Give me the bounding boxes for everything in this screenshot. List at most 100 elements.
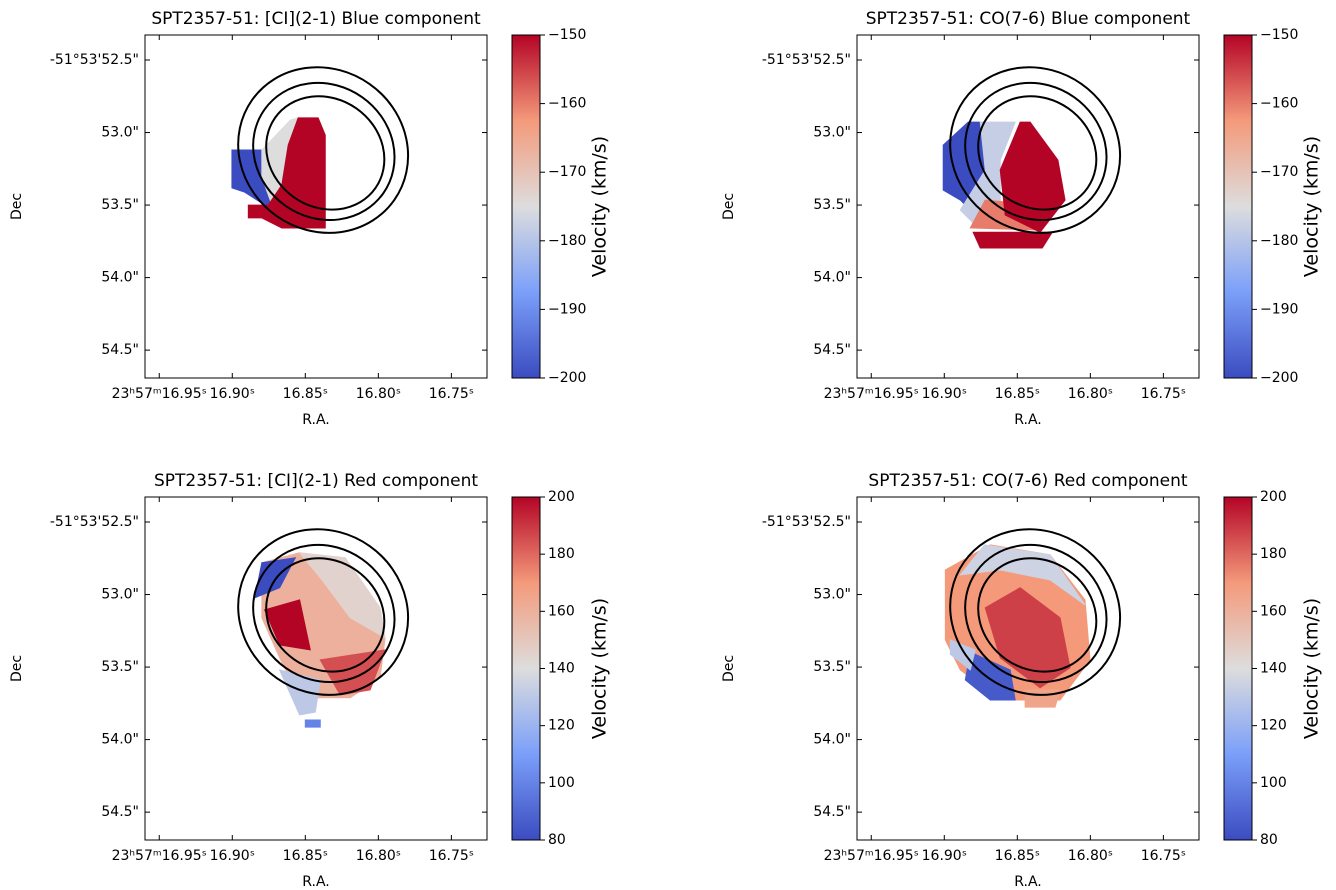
y-tick-label: 54.0" bbox=[101, 732, 139, 748]
x-tick-label: 23ʰ57ᵐ16.95ˢ bbox=[824, 848, 919, 864]
x-tick-label: 16.75ˢ bbox=[1141, 848, 1186, 864]
y-tick-label: 54.5" bbox=[813, 342, 851, 358]
velocity-region bbox=[999, 121, 1066, 233]
y-tick-label: 53.5" bbox=[101, 197, 139, 213]
y-axis-label: Dec bbox=[721, 193, 737, 220]
x-tick-label: 23ʰ57ᵐ16.95ˢ bbox=[824, 386, 919, 402]
velocity-region bbox=[984, 587, 1071, 689]
y-tick-label: -51°53'52.5" bbox=[762, 52, 851, 68]
x-tick-label: 16.75ˢ bbox=[429, 386, 474, 402]
panel-title: SPT2357-51: [CI](2-1) Blue component bbox=[151, 9, 481, 29]
colorbar-tick-label: −150 bbox=[1260, 27, 1298, 43]
y-axis-label: Dec bbox=[9, 655, 25, 682]
y-tick-label: -51°53'52.5" bbox=[50, 514, 139, 530]
colorbar-label: Velocity (km/s) bbox=[1301, 136, 1323, 277]
velocity-region bbox=[247, 117, 326, 229]
x-tick-label: 16.90ˢ bbox=[210, 848, 255, 864]
colorbar-tick-label: −190 bbox=[548, 301, 586, 317]
velocity-region bbox=[264, 599, 311, 651]
contour bbox=[964, 543, 1108, 684]
y-tick-label: 53.0" bbox=[813, 587, 851, 603]
contour bbox=[977, 557, 1098, 673]
y-tick-label: 53.5" bbox=[101, 659, 139, 675]
colorbar-tick-label: 120 bbox=[548, 718, 575, 734]
contour bbox=[237, 528, 410, 696]
x-tick-label: 16.75ˢ bbox=[429, 848, 474, 864]
velocity-region bbox=[972, 231, 1054, 249]
y-axis-label: Dec bbox=[9, 193, 25, 220]
y-tick-label: 54.0" bbox=[101, 270, 139, 286]
contour bbox=[252, 81, 396, 222]
velocity-region bbox=[949, 639, 976, 671]
colorbar-tick-label: −150 bbox=[548, 27, 586, 43]
x-tick-label: 16.80ˢ bbox=[1068, 848, 1113, 864]
x-tick-label: 16.85ˢ bbox=[995, 848, 1040, 864]
velocity-region bbox=[278, 669, 321, 716]
colorbar bbox=[1223, 34, 1253, 379]
panel-title: SPT2357-51: CO(7-6) Red component bbox=[868, 471, 1187, 491]
plot-frame bbox=[856, 34, 1200, 379]
colorbar-tick-label: 80 bbox=[1260, 832, 1278, 848]
y-tick-label: 54.0" bbox=[813, 270, 851, 286]
y-tick-label: 54.0" bbox=[813, 732, 851, 748]
colorbar-tick-label: −170 bbox=[1260, 164, 1298, 180]
x-tick-label: 23ʰ57ᵐ16.95ˢ bbox=[112, 386, 207, 402]
x-axis-label: R.A. bbox=[1014, 874, 1041, 890]
y-tick-label: 54.5" bbox=[101, 804, 139, 820]
colorbar-tick-label: −190 bbox=[1260, 301, 1298, 317]
contour bbox=[964, 81, 1108, 222]
colorbar-tick-label: 200 bbox=[1260, 489, 1287, 505]
panel-title: SPT2357-51: CO(7-6) Blue component bbox=[866, 9, 1191, 29]
contour bbox=[949, 66, 1122, 234]
colorbar bbox=[1223, 496, 1253, 841]
plot-frame bbox=[144, 496, 488, 841]
y-tick-label: -51°53'52.5" bbox=[762, 514, 851, 530]
contour bbox=[252, 543, 396, 684]
velocity-region bbox=[298, 552, 386, 639]
x-axis-label: R.A. bbox=[302, 874, 329, 890]
x-axis-label: R.A. bbox=[302, 412, 329, 428]
colorbar-tick-label: 180 bbox=[1260, 546, 1287, 562]
plot-frame bbox=[144, 34, 488, 379]
colorbar-tick-label: 100 bbox=[1260, 775, 1287, 791]
y-tick-label: 54.5" bbox=[813, 804, 851, 820]
x-tick-label: 16.80ˢ bbox=[356, 386, 401, 402]
colorbar-tick-label: 100 bbox=[548, 775, 575, 791]
colorbar-label: Velocity (km/s) bbox=[1301, 598, 1323, 739]
x-tick-label: 16.80ˢ bbox=[356, 848, 401, 864]
plot-frame bbox=[856, 496, 1200, 841]
y-tick-label: -51°53'52.5" bbox=[50, 52, 139, 68]
y-tick-label: 54.5" bbox=[101, 342, 139, 358]
colorbar-tick-label: −200 bbox=[1260, 370, 1298, 386]
x-tick-label: 16.75ˢ bbox=[1141, 386, 1186, 402]
colorbar-tick-label: −180 bbox=[548, 233, 586, 249]
y-tick-label: 53.0" bbox=[101, 587, 139, 603]
colorbar bbox=[511, 496, 541, 841]
contour bbox=[265, 557, 386, 673]
colorbar-label: Velocity (km/s) bbox=[589, 598, 611, 739]
contour bbox=[949, 528, 1122, 696]
contour bbox=[265, 95, 386, 211]
x-tick-label: 16.90ˢ bbox=[210, 386, 255, 402]
velocity-region bbox=[959, 544, 1086, 606]
y-tick-label: 53.5" bbox=[813, 659, 851, 675]
colorbar bbox=[511, 34, 541, 379]
colorbar-tick-label: −180 bbox=[1260, 233, 1298, 249]
panel-title: SPT2357-51: [CI](2-1) Red component bbox=[154, 471, 478, 491]
contour bbox=[977, 95, 1098, 211]
velocity-region bbox=[304, 719, 321, 728]
colorbar-tick-label: 160 bbox=[548, 603, 575, 619]
velocity-region bbox=[964, 651, 1016, 701]
x-tick-label: 16.85ˢ bbox=[283, 386, 328, 402]
y-tick-label: 53.5" bbox=[813, 197, 851, 213]
velocity-region bbox=[1024, 689, 1061, 708]
colorbar-tick-label: 140 bbox=[548, 661, 575, 677]
x-axis-label: R.A. bbox=[1014, 412, 1041, 428]
colorbar-tick-label: 160 bbox=[1260, 603, 1287, 619]
colorbar-tick-label: −160 bbox=[1260, 96, 1298, 112]
colorbar-tick-label: −200 bbox=[548, 370, 586, 386]
colorbar-tick-label: 180 bbox=[548, 546, 575, 562]
colorbar-tick-label: −170 bbox=[548, 164, 586, 180]
